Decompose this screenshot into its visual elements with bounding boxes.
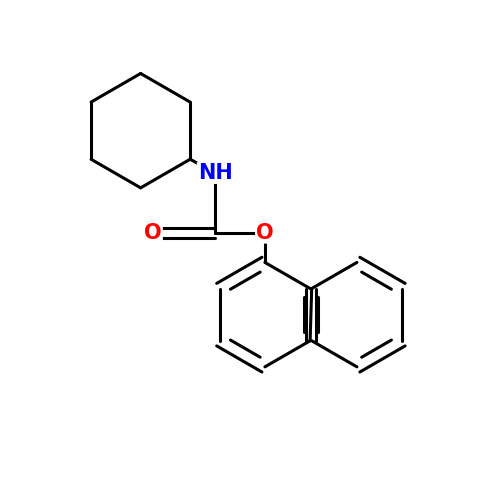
Text: O: O — [144, 222, 162, 242]
Text: O: O — [256, 222, 274, 242]
Text: NH: NH — [198, 163, 232, 183]
